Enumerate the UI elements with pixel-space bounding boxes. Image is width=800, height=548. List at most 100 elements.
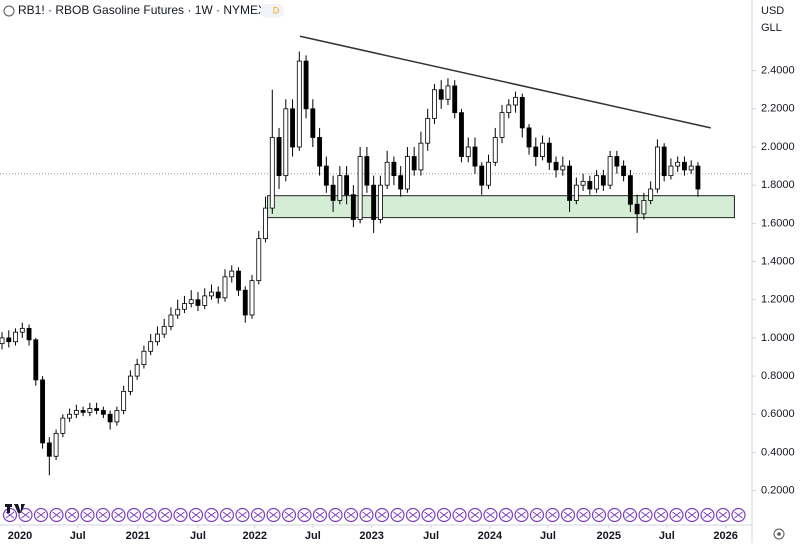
event-icon-mark bbox=[83, 511, 92, 519]
y-tick-label: 2.2000 bbox=[761, 103, 795, 115]
event-icon-mark bbox=[625, 511, 635, 519]
candle-body bbox=[600, 175, 606, 186]
candle-body bbox=[13, 331, 18, 343]
candle-body bbox=[236, 270, 241, 291]
y-tick-label: 1.4000 bbox=[761, 255, 795, 267]
y-tick-label: 0.2000 bbox=[761, 485, 795, 497]
candle-body bbox=[654, 146, 660, 190]
candle-body bbox=[411, 156, 417, 171]
candle-body bbox=[188, 299, 194, 304]
y-tick-label: 0.4000 bbox=[761, 446, 795, 458]
candle-body bbox=[567, 165, 573, 201]
candle-body bbox=[391, 161, 397, 177]
candle-body bbox=[134, 364, 140, 377]
event-icon-mark bbox=[331, 511, 340, 519]
candle-body bbox=[46, 442, 52, 457]
candle-body bbox=[100, 410, 106, 415]
candle-body bbox=[377, 184, 383, 220]
candle-body bbox=[80, 410, 86, 413]
settings-icon-dot bbox=[777, 532, 781, 536]
candle-body bbox=[519, 96, 525, 129]
candle-body bbox=[290, 108, 295, 148]
event-icon-mark bbox=[377, 511, 387, 519]
x-tick-label: 2022 bbox=[242, 530, 266, 542]
event-icon-mark bbox=[67, 511, 77, 519]
candle-body bbox=[215, 291, 221, 299]
candle-body bbox=[60, 417, 66, 434]
event-icon-mark bbox=[718, 511, 728, 519]
x-tick-label: 2024 bbox=[478, 530, 503, 542]
event-icon-mark bbox=[610, 511, 619, 519]
candle-body bbox=[580, 180, 586, 186]
candle-body bbox=[317, 137, 323, 167]
event-icon-mark bbox=[207, 511, 216, 519]
candle-body bbox=[303, 60, 309, 110]
event-icon-mark bbox=[269, 511, 278, 519]
event-icon-mark bbox=[176, 511, 185, 519]
candle-body bbox=[107, 413, 113, 423]
candle-body bbox=[256, 238, 262, 282]
candle-body bbox=[276, 137, 282, 177]
candle-body bbox=[465, 146, 471, 157]
event-icon-mark bbox=[455, 511, 464, 519]
candle-body bbox=[6, 337, 12, 343]
event-icon-mark bbox=[346, 511, 356, 519]
candle-body bbox=[73, 410, 79, 415]
candle-body bbox=[182, 303, 187, 310]
candle-body bbox=[418, 142, 424, 171]
event-icon-mark bbox=[114, 511, 123, 519]
x-tick-label: Jul bbox=[540, 530, 556, 542]
event-icon-mark bbox=[486, 511, 495, 519]
event-icon-mark bbox=[393, 511, 402, 519]
candle-body bbox=[432, 89, 437, 119]
x-tick-label: 2023 bbox=[359, 530, 383, 542]
candle-body bbox=[688, 165, 694, 171]
candle-body bbox=[668, 165, 674, 177]
candle-body bbox=[323, 165, 329, 186]
candle-body bbox=[486, 161, 491, 186]
candle-body bbox=[94, 408, 100, 411]
event-icon-mark bbox=[641, 511, 650, 519]
candle-body bbox=[222, 276, 228, 299]
symbol-icon bbox=[3, 5, 15, 17]
event-icon-mark bbox=[656, 511, 666, 519]
candle-body bbox=[695, 165, 701, 190]
badge-bg bbox=[260, 4, 284, 18]
candle-body bbox=[594, 175, 600, 190]
candle-body bbox=[168, 314, 174, 327]
candle-body bbox=[229, 270, 235, 278]
candle-body bbox=[452, 85, 458, 114]
currency[interactable]: USD bbox=[761, 5, 784, 17]
candle-body bbox=[263, 207, 268, 240]
candle-body bbox=[472, 146, 478, 167]
event-icon-mark bbox=[160, 511, 170, 519]
x-tick-label: 2025 bbox=[597, 530, 621, 542]
candle-body bbox=[682, 161, 687, 171]
candle-body bbox=[87, 408, 93, 413]
candle-body bbox=[546, 142, 552, 163]
candle-body bbox=[242, 289, 248, 316]
y-tick-label: 0.8000 bbox=[761, 370, 795, 382]
candle-body bbox=[445, 85, 451, 100]
candle-body bbox=[67, 413, 73, 419]
candle-body bbox=[499, 112, 505, 138]
candle-body bbox=[621, 165, 627, 177]
event-icon-mark bbox=[408, 511, 418, 519]
candle-body bbox=[459, 112, 464, 157]
settings-icon[interactable] bbox=[773, 528, 785, 540]
unit[interactable]: GLL bbox=[761, 22, 782, 34]
candle-body bbox=[337, 175, 343, 201]
event-icon-mark bbox=[52, 511, 61, 519]
event-icon-mark bbox=[687, 511, 697, 519]
event-icon-mark bbox=[501, 511, 511, 519]
candle-body bbox=[357, 156, 363, 220]
event-icon-mark bbox=[362, 511, 371, 519]
candle-body bbox=[648, 188, 654, 201]
event-icon-mark bbox=[563, 511, 573, 519]
x-tick-label: Jul bbox=[659, 530, 675, 542]
candle-body bbox=[661, 146, 667, 177]
candle-body bbox=[175, 308, 181, 316]
x-tick-label: 2020 bbox=[8, 530, 32, 542]
candle-body bbox=[614, 156, 620, 167]
y-tick-label: 0.6000 bbox=[761, 408, 795, 420]
